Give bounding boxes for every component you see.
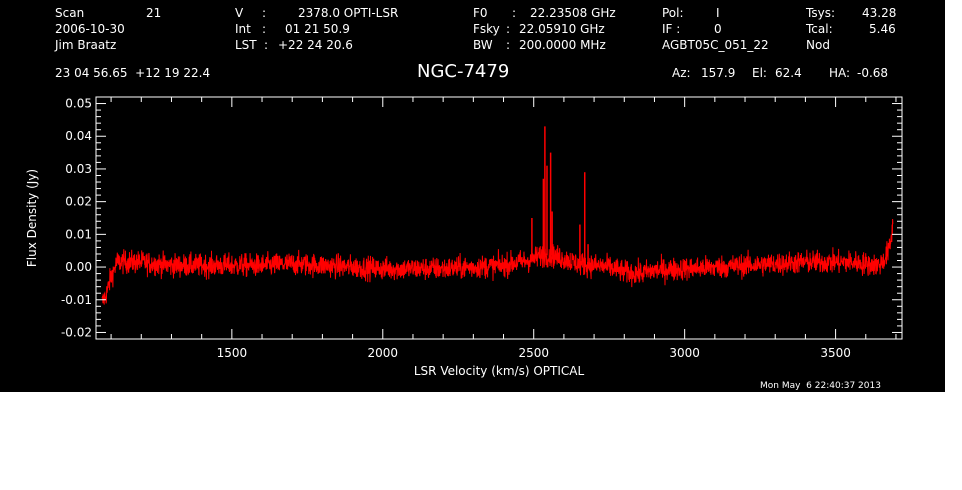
scan-value: 21 (146, 6, 162, 20)
plot-frame (95, 96, 903, 340)
pol-label: Pol: (662, 6, 684, 20)
y-tick-label: 0.04 (65, 129, 92, 143)
tsys-label: Tsys: (806, 6, 835, 20)
lst-label: LST (235, 38, 257, 52)
y-tick-label: 0.03 (65, 162, 92, 176)
scan-label: Scan (55, 6, 85, 20)
bw-value: 200.0000 MHz (519, 38, 606, 52)
int-sep: : (262, 22, 267, 36)
velocity-sep: : (262, 6, 267, 20)
x-tick-label: 3500 (820, 346, 851, 360)
f0-sep: : (512, 6, 517, 20)
el-value: 62.4 (775, 66, 802, 80)
x-tick-label: 1500 (217, 346, 248, 360)
y-tick-label: 0.01 (65, 227, 92, 241)
observation-date: 2006-10-30 (55, 22, 125, 36)
ha-label: HA: (829, 66, 851, 80)
f0-label: F0 (473, 6, 488, 20)
y-tick-label: -0.02 (61, 325, 92, 339)
y-tick-label: 0.02 (65, 195, 92, 209)
pol-value: I (716, 6, 720, 20)
source-coordinates: 23 04 56.65 +12 19 22.4 (55, 66, 211, 80)
y-axis-label: Flux Density (Jy) (25, 169, 39, 267)
az-value: 157.9 (701, 66, 736, 80)
y-tick-label: 0.00 (65, 260, 92, 274)
tick-layer: 1500 2000 2500 3000 3500 -0.02 -0.01 0.00 0.01 0.… (61, 97, 902, 360)
bw-label: BW (473, 38, 493, 52)
if-value: 0 (714, 22, 722, 36)
x-tick-label: 3000 (669, 346, 700, 360)
lst-value: +22 24 20.6 (278, 38, 353, 52)
lst-sep: : (264, 38, 269, 52)
x-tick-label: 2500 (518, 346, 549, 360)
spectrum-chart: 1500 2000 2500 3000 3500 -0.02 -0.01 0.00 0.01 0.… (25, 96, 903, 378)
tcal-value: 5.46 (869, 22, 896, 36)
fsky-sep: : (506, 22, 511, 36)
if-label: IF : (662, 22, 681, 36)
el-label: El: (752, 66, 767, 80)
int-value: 01 21 50.9 (285, 22, 350, 36)
f0-value: 22.23508 GHz (530, 6, 616, 20)
x-axis-label: LSR Velocity (km/s) OPTICAL (414, 364, 585, 378)
spectrum-line (101, 218, 894, 305)
y-tick-label: 0.05 (65, 97, 92, 111)
y-tick-label: -0.01 (61, 293, 92, 307)
spectrum-panel (0, 0, 945, 392)
project-id: AGBT05C_051_22 (662, 38, 769, 52)
tcal-label: Tcal: (806, 22, 833, 36)
fsky-value: 22.05910 GHz (519, 22, 605, 36)
ha-value: -0.68 (857, 66, 889, 80)
tsys-value: 43.28 (862, 6, 897, 20)
fsky-label: Fsky (473, 22, 500, 36)
source-name: NGC-7479 (417, 61, 510, 82)
int-label: Int (235, 22, 251, 36)
velocity-value: 2378.0 OPTI-LSR (298, 6, 399, 20)
observing-mode: Nod (806, 38, 830, 52)
bw-sep: : (506, 38, 511, 52)
timestamp: Mon May 6 22:40:37 2013 (760, 381, 881, 391)
observer-name: Jim Braatz (55, 38, 117, 52)
az-label: Az: (672, 66, 691, 80)
velocity-label: V (235, 6, 244, 20)
spike-layer (531, 126, 589, 265)
x-tick-label: 2000 (368, 346, 399, 360)
